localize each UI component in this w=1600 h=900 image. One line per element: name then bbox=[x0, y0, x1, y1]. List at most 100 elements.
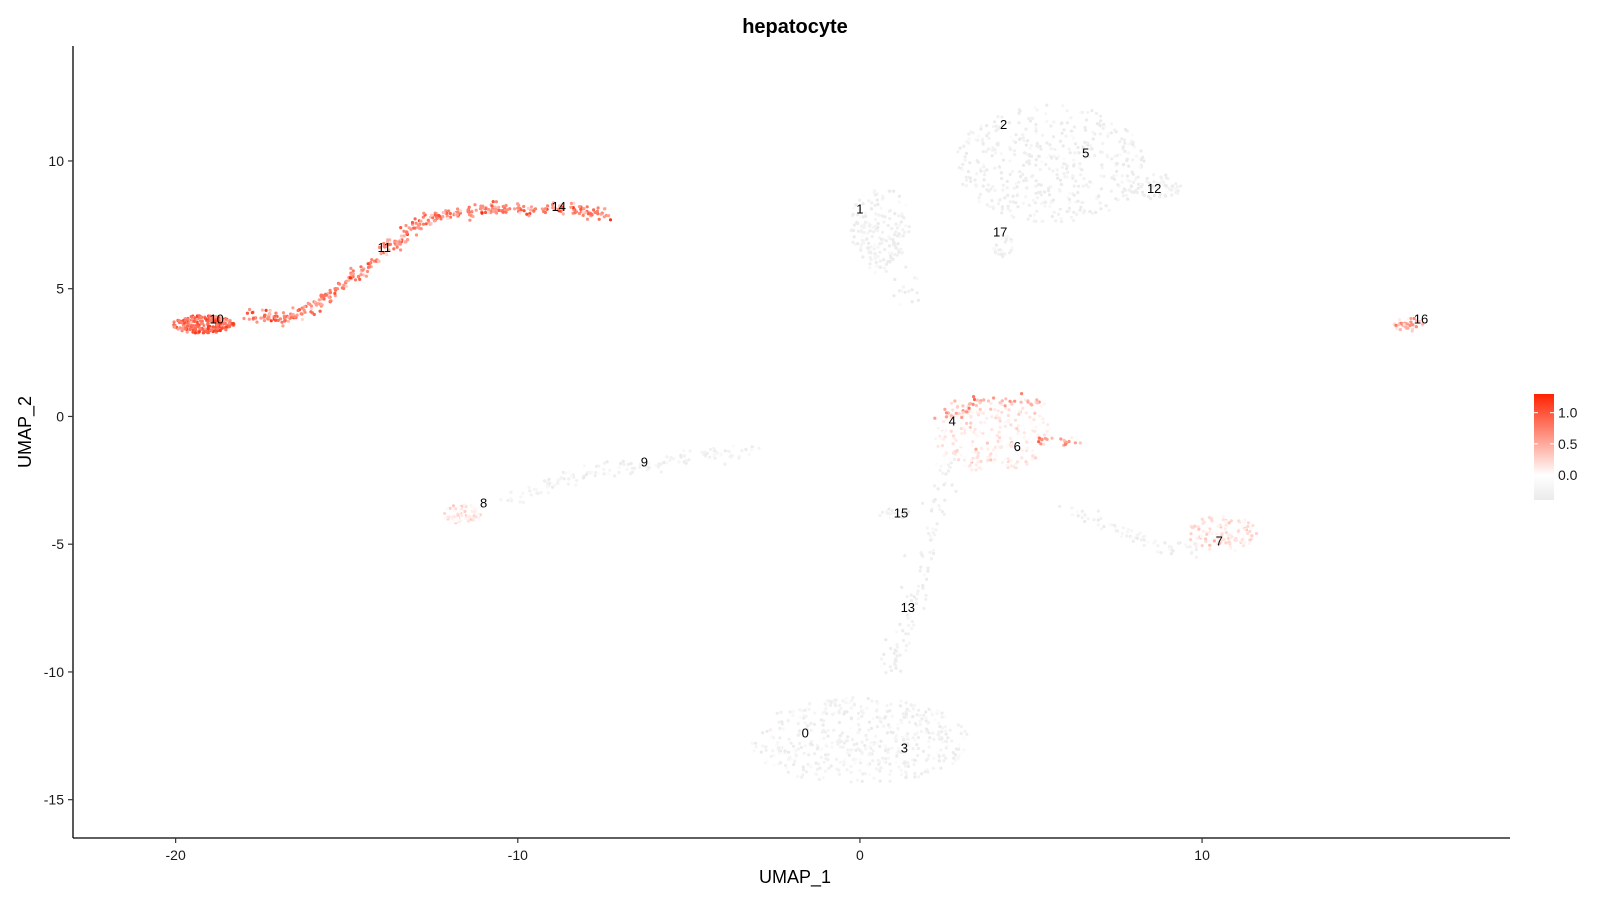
data-point bbox=[344, 284, 348, 288]
data-point bbox=[1035, 209, 1039, 213]
data-point bbox=[897, 214, 901, 218]
data-point bbox=[868, 745, 872, 749]
data-point bbox=[617, 465, 621, 469]
data-point bbox=[858, 761, 863, 765]
data-point bbox=[593, 210, 597, 215]
data-point bbox=[1062, 162, 1066, 166]
data-point bbox=[1083, 125, 1087, 130]
data-point bbox=[424, 222, 428, 226]
data-point bbox=[1072, 210, 1076, 214]
data-point bbox=[443, 516, 447, 521]
data-point bbox=[577, 205, 582, 209]
data-point bbox=[936, 487, 940, 491]
data-point bbox=[1062, 172, 1066, 176]
data-point bbox=[1025, 447, 1029, 451]
data-point bbox=[1208, 543, 1212, 547]
data-point bbox=[888, 217, 892, 221]
data-point bbox=[1028, 214, 1032, 218]
data-point bbox=[1059, 437, 1063, 441]
data-point bbox=[437, 214, 441, 218]
data-point bbox=[293, 315, 297, 319]
data-point bbox=[1017, 121, 1021, 125]
data-point bbox=[952, 457, 956, 462]
data-point bbox=[1056, 212, 1060, 216]
data-point bbox=[951, 408, 955, 412]
data-point bbox=[1014, 201, 1018, 205]
data-point bbox=[516, 206, 520, 210]
data-point bbox=[1131, 539, 1135, 543]
cluster-label: 7 bbox=[1216, 534, 1223, 549]
data-point bbox=[848, 751, 853, 755]
data-point bbox=[968, 161, 972, 165]
data-point bbox=[1175, 185, 1179, 189]
data-point bbox=[1083, 140, 1087, 144]
data-point bbox=[1017, 108, 1022, 112]
data-point bbox=[904, 265, 908, 269]
data-point bbox=[1000, 176, 1004, 181]
data-point bbox=[1135, 536, 1139, 540]
data-point bbox=[1016, 205, 1020, 209]
data-point bbox=[526, 206, 530, 210]
data-point bbox=[798, 741, 802, 746]
data-point bbox=[871, 749, 875, 753]
data-point bbox=[866, 246, 871, 250]
data-point bbox=[700, 450, 704, 454]
data-point bbox=[884, 638, 888, 642]
data-point bbox=[937, 709, 941, 714]
data-point bbox=[907, 641, 911, 645]
data-point bbox=[1004, 397, 1008, 401]
data-point bbox=[622, 463, 626, 467]
data-point bbox=[932, 737, 936, 742]
data-point bbox=[1039, 442, 1043, 446]
data-point bbox=[213, 319, 217, 323]
data-point bbox=[1230, 535, 1234, 539]
data-point bbox=[1196, 536, 1200, 540]
data-point bbox=[1079, 513, 1083, 517]
data-point bbox=[1055, 168, 1059, 172]
data-point bbox=[929, 710, 933, 714]
data-point bbox=[186, 317, 190, 321]
data-point bbox=[979, 467, 984, 471]
data-point bbox=[1044, 162, 1048, 167]
data-point bbox=[569, 201, 574, 205]
data-point bbox=[1115, 161, 1119, 166]
data-point bbox=[351, 269, 355, 273]
data-point bbox=[858, 208, 862, 212]
data-point bbox=[470, 509, 474, 513]
data-point bbox=[1208, 547, 1212, 551]
data-point bbox=[195, 320, 199, 324]
data-point bbox=[501, 210, 505, 214]
data-point bbox=[1076, 514, 1080, 518]
data-point bbox=[1003, 196, 1007, 200]
data-point bbox=[605, 460, 609, 464]
data-point bbox=[596, 212, 600, 216]
data-point bbox=[907, 623, 911, 628]
data-point bbox=[687, 458, 691, 462]
data-point bbox=[473, 203, 477, 207]
data-point bbox=[854, 203, 858, 207]
data-point bbox=[625, 467, 629, 471]
data-point bbox=[1001, 158, 1006, 162]
data-point bbox=[1045, 437, 1049, 441]
data-point bbox=[965, 140, 969, 144]
data-point bbox=[995, 445, 1000, 449]
data-point bbox=[1090, 147, 1094, 151]
data-point bbox=[750, 445, 754, 449]
data-point bbox=[412, 226, 416, 230]
data-point bbox=[318, 309, 322, 313]
data-point bbox=[529, 493, 533, 497]
data-point bbox=[444, 211, 449, 215]
data-point bbox=[1073, 200, 1078, 204]
data-point bbox=[320, 295, 324, 299]
data-point bbox=[1229, 519, 1233, 523]
data-point bbox=[429, 222, 433, 226]
data-point bbox=[1043, 204, 1047, 208]
data-point bbox=[969, 179, 973, 184]
data-point bbox=[889, 702, 893, 706]
data-point bbox=[912, 595, 916, 599]
data-point bbox=[956, 458, 961, 462]
data-point bbox=[402, 229, 406, 233]
data-point bbox=[985, 203, 990, 207]
data-point bbox=[295, 313, 299, 317]
data-point bbox=[860, 714, 864, 719]
